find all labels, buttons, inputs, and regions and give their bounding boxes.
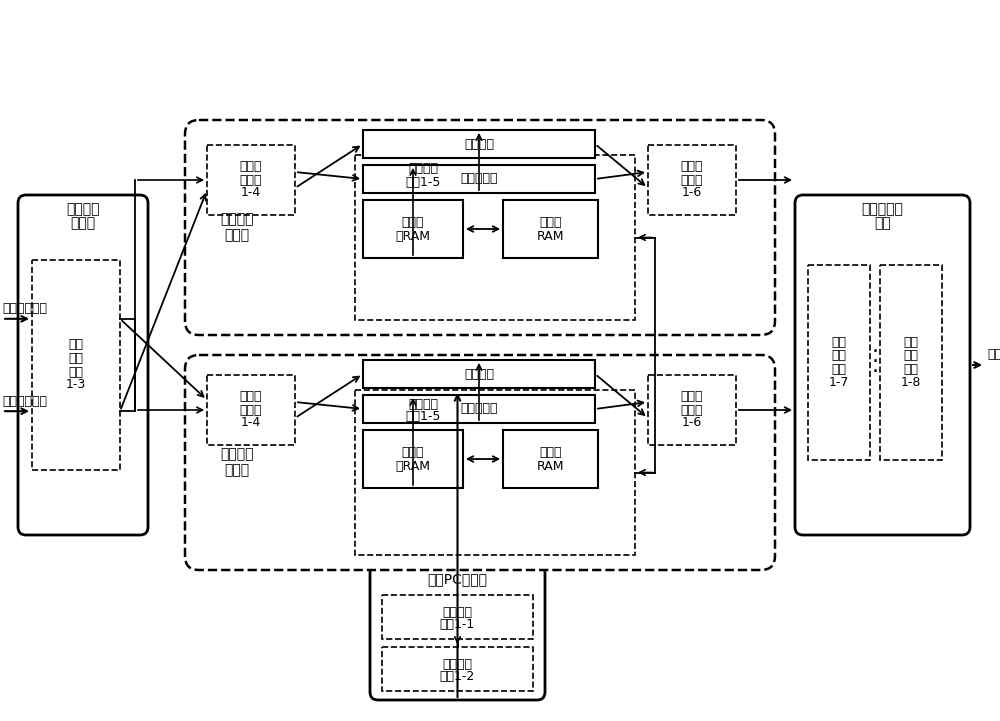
Text: 单元: 单元 <box>832 363 846 376</box>
Bar <box>355 390 635 555</box>
Text: 单元: 单元 <box>904 363 918 376</box>
Bar <box>648 375 736 445</box>
Text: 信道模拟: 信道模拟 <box>408 397 438 410</box>
Text: ·: · <box>872 342 879 363</box>
Bar <box>207 145 295 215</box>
Text: 模数转: 模数转 <box>240 391 262 404</box>
Bar <box>355 155 635 320</box>
Text: 滤波器: 滤波器 <box>539 216 562 229</box>
Bar <box>880 265 942 460</box>
Text: 数模转: 数模转 <box>681 161 703 174</box>
Text: 合成: 合成 <box>832 349 846 362</box>
Text: 子系统: 子系统 <box>224 464 250 477</box>
Text: 1-8: 1-8 <box>901 376 921 389</box>
Bar <box>363 130 595 158</box>
Text: 信道模拟: 信道模拟 <box>408 162 438 175</box>
Text: 1-4: 1-4 <box>241 417 261 430</box>
Text: 信号分解: 信号分解 <box>66 202 100 216</box>
Text: 落RAM: 落RAM <box>396 459 430 472</box>
Text: 单元1-5: 单元1-5 <box>405 175 441 188</box>
FancyBboxPatch shape <box>185 120 775 335</box>
Text: 信道输入信号: 信道输入信号 <box>2 394 47 407</box>
Text: 信道输入信号: 信道输入信号 <box>2 302 47 315</box>
Text: RAM: RAM <box>537 459 564 472</box>
Text: 矩阵运算: 矩阵运算 <box>464 368 494 381</box>
Text: 叠加: 叠加 <box>904 349 918 362</box>
Bar <box>503 200 598 258</box>
Text: 参数计算: 参数计算 <box>442 658 473 671</box>
Text: 噪声: 噪声 <box>904 336 918 349</box>
FancyBboxPatch shape <box>185 355 775 570</box>
Text: 1-4: 1-4 <box>241 187 261 200</box>
Text: 子系统: 子系统 <box>224 229 250 242</box>
Text: 模数转: 模数转 <box>240 161 262 174</box>
Text: 信号处理: 信号处理 <box>220 213 254 226</box>
Text: 采样率变换: 采样率变换 <box>460 402 498 415</box>
Bar <box>363 200 463 258</box>
Text: 信道衰: 信道衰 <box>402 446 424 459</box>
FancyBboxPatch shape <box>18 195 148 535</box>
Text: 系统: 系统 <box>874 216 891 230</box>
Bar <box>503 430 598 488</box>
Text: 单元: 单元 <box>68 366 84 379</box>
Text: 分解: 分解 <box>68 352 84 365</box>
Text: 信号合成子: 信号合成子 <box>862 202 903 216</box>
Text: 采样率变换: 采样率变换 <box>460 172 498 185</box>
Text: 子系统: 子系统 <box>70 216 96 230</box>
Bar <box>32 260 120 470</box>
Text: 信号处理: 信号处理 <box>220 448 254 461</box>
Text: ·: · <box>872 363 879 383</box>
Text: 单元1-5: 单元1-5 <box>405 410 441 423</box>
Text: ·: · <box>872 353 879 373</box>
Text: 单元1-2: 单元1-2 <box>440 671 475 684</box>
Text: 1-3: 1-3 <box>66 379 86 392</box>
Bar <box>207 375 295 445</box>
Text: 落RAM: 落RAM <box>396 229 430 242</box>
Text: 信号: 信号 <box>832 336 846 349</box>
Bar <box>648 145 736 215</box>
Text: 用户交互: 用户交互 <box>442 606 473 619</box>
Text: 信道输出信号: 信道输出信号 <box>987 348 1000 360</box>
Bar <box>382 647 533 691</box>
FancyBboxPatch shape <box>795 195 970 535</box>
Text: 矩阵运算: 矩阵运算 <box>464 138 494 151</box>
Text: 滤波器: 滤波器 <box>539 446 562 459</box>
Text: 换单元: 换单元 <box>240 174 262 187</box>
Bar <box>808 265 870 460</box>
FancyBboxPatch shape <box>370 565 545 700</box>
Text: 1-6: 1-6 <box>682 187 702 200</box>
Bar <box>363 395 595 423</box>
Bar <box>363 430 463 488</box>
Text: 数模转: 数模转 <box>681 391 703 404</box>
Text: 换单元: 换单元 <box>681 404 703 417</box>
Text: 主控PC子系统: 主控PC子系统 <box>428 572 488 586</box>
Text: RAM: RAM <box>537 229 564 242</box>
Text: 信道衰: 信道衰 <box>402 216 424 229</box>
Text: 1-6: 1-6 <box>682 417 702 430</box>
Bar <box>363 165 595 193</box>
Text: 单元1-1: 单元1-1 <box>440 619 475 632</box>
Bar <box>382 595 533 639</box>
Text: 1-7: 1-7 <box>829 376 849 389</box>
Bar <box>363 360 595 388</box>
Text: 信号: 信号 <box>68 338 84 352</box>
Text: 换单元: 换单元 <box>681 174 703 187</box>
Text: 换单元: 换单元 <box>240 404 262 417</box>
